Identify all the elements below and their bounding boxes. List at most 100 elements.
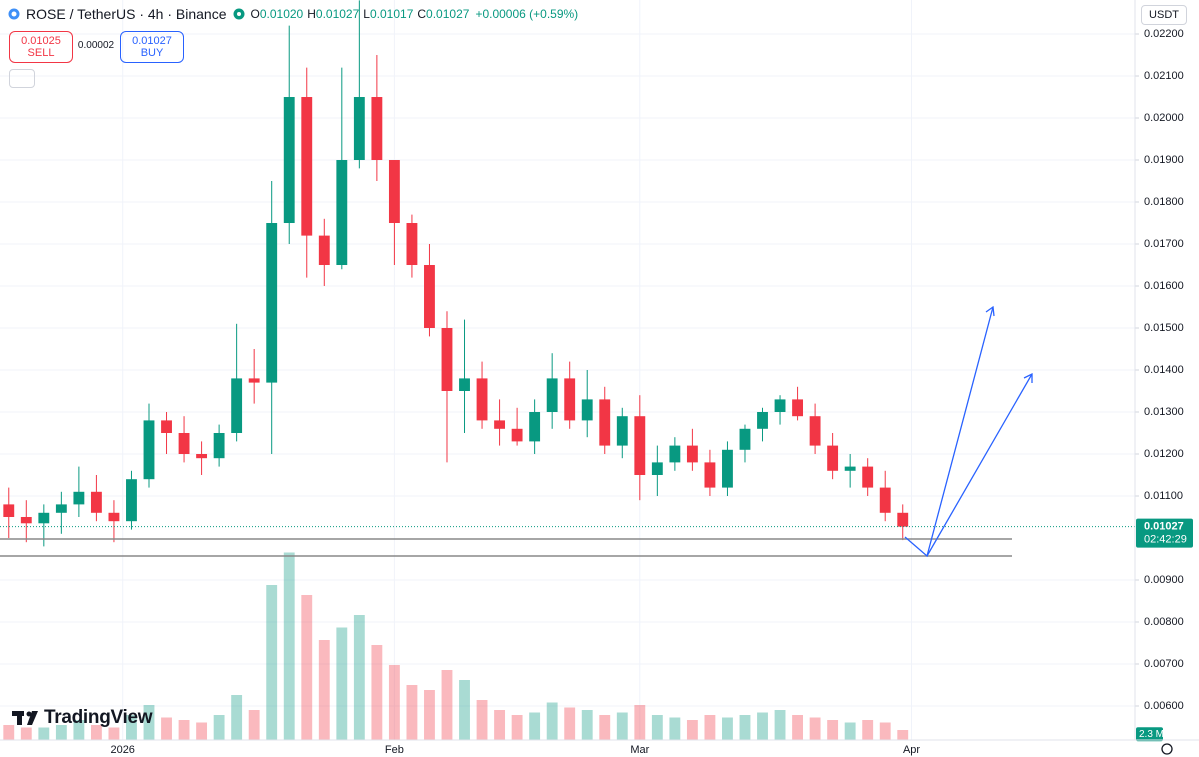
candle-body [441,328,453,391]
volume-bar [424,690,435,740]
y-tick-label: 0.01400 [1144,364,1184,376]
volume-bar [686,720,698,740]
volume-bar [634,705,646,740]
candle-body [283,97,295,224]
logo-part [27,711,38,725]
projection-arrow[interactable] [926,373,1033,557]
candle-body [704,462,716,488]
candle-body [231,378,243,433]
volume-bar [564,707,576,740]
volume-bar [599,715,611,740]
ohlc-key: O [250,7,260,21]
candle-body [651,462,663,475]
volume-bar [722,717,733,740]
y-tick-label: 0.00600 [1144,700,1184,712]
ohlc-key: L [363,7,370,21]
volume-bar [231,695,243,740]
volume-bar [196,722,208,740]
volume-bar [178,720,190,740]
volume-bar [792,715,804,740]
symbol-icon [8,8,20,20]
visibility-icon[interactable] [233,8,245,20]
ohlc-item: O0.01020 [251,7,304,21]
candle-body [634,416,646,475]
volume-bar [161,717,172,740]
volume-bar [879,722,891,740]
candle-body [90,491,102,513]
buy-button[interactable]: 0.01027 BUY [120,31,184,63]
volume-bar [827,720,839,740]
countdown: 02:42:29 [1144,534,1187,546]
volume-bar [441,670,453,740]
volume-bar [581,710,593,740]
y-tick-label: 0.01300 [1144,406,1184,418]
volume-bar [336,627,348,740]
volume-bar [143,705,155,740]
volume-bar [318,640,330,740]
candle-body [318,235,330,266]
volume-bar [546,702,558,740]
candle-body [564,378,576,421]
candle-body [301,97,313,236]
drawings [0,305,1033,558]
volume-bar [494,710,506,740]
candle-body [178,432,190,454]
x-tick-label: Feb [385,744,404,756]
y-tick-label: 0.00700 [1144,658,1184,670]
volume-bar [38,727,50,740]
settings-icon[interactable] [1161,743,1173,755]
volume-bar [651,715,663,740]
candle-body [879,487,891,513]
volume-bar [283,552,295,740]
candle-body [739,428,751,450]
volume-bar [406,685,418,740]
volume-bar [809,717,821,740]
y-tick-label: 0.02000 [1144,112,1184,124]
y-tick-label: 0.00800 [1144,616,1184,628]
candle-body [546,378,558,412]
ohlc-value: 0.01027 [426,7,470,21]
sell-button[interactable]: 0.01025 SELL [9,31,73,63]
y-tick-label: 0.02100 [1144,70,1184,82]
change: +0.00006 (+0.59%) [475,7,579,21]
volume-bar [529,712,541,740]
ohlc-value: 0.01027 [315,7,360,21]
candle-body [55,504,67,513]
currency-button[interactable]: USDT [1141,5,1187,25]
candle-body [196,453,208,459]
candle-body [844,466,856,471]
candle-body [722,449,733,488]
candle-body [20,516,32,524]
y-tick-label: 0.01700 [1144,238,1184,250]
volume-bar [511,715,523,740]
volume-bar [388,665,400,740]
volume-bar [459,680,470,740]
symbol-title[interactable]: ROSE / TetherUS · 4h · Binance [26,6,227,22]
volume-bar [897,730,909,740]
sell-price: 0.01025 [21,35,61,47]
candle-body [792,399,804,417]
y-tick-label: 0.01800 [1144,196,1184,208]
ohlc-values: O0.01020 H0.01027 L0.01017 C0.01027 [251,7,470,21]
volume-bar [616,712,628,740]
brand-name: TradingView [44,707,153,728]
candle-body [616,416,628,446]
y-tick-label: 0.01500 [1144,322,1184,334]
candle-body [599,399,611,446]
volume-bar [73,720,85,740]
collapse-button[interactable] [9,69,35,88]
candle-body [827,445,839,471]
volume-bar [371,645,383,740]
volume-bar [669,717,681,740]
candle-body [266,223,278,383]
last-price-tag [1136,518,1193,548]
candle-body [213,432,225,459]
volume-bar [704,715,716,740]
candle-body [809,416,821,446]
candle-body [757,411,768,429]
ohlc-item: H0.01027 [307,7,359,21]
candle-body [459,378,470,391]
volume-bar [213,715,225,740]
